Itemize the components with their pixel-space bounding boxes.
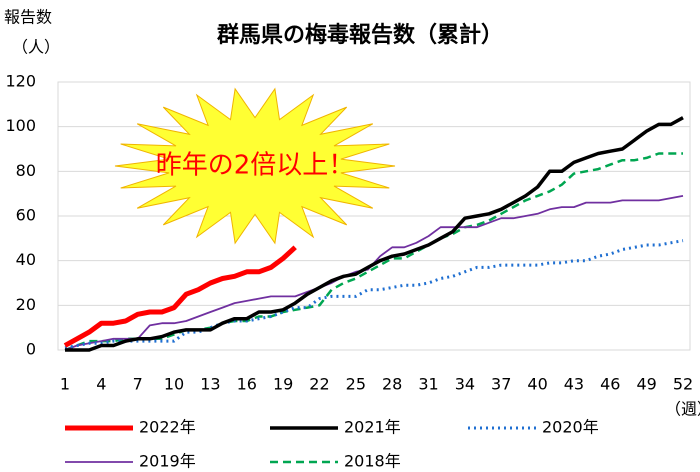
series-line [65,196,683,350]
x-tick-label: 7 [133,375,143,394]
legend-label: 2022年 [139,418,196,437]
page: {"chart_data": {"type": "line", "title":… [0,0,700,472]
y-tick-label: 40 [16,250,36,269]
y-tick-label: 100 [5,116,36,135]
chart: 報告数 （人） 群馬県の梅毒報告数（累計） （週） 02040608010012… [0,0,700,472]
y-axis-unit: （人） [12,38,60,57]
x-tick-label: 43 [564,375,584,394]
y-axis-label: 報告数 [4,8,52,27]
x-tick-label: 10 [164,375,184,394]
legend-label: 2019年 [139,452,196,471]
y-tick-label: 0 [26,340,36,359]
y-tick-label: 80 [16,161,36,180]
legend-label: 2020年 [542,418,599,437]
series-line [65,241,683,348]
x-tick-label: 37 [491,375,511,394]
x-tick-label: 25 [346,375,366,394]
x-tick-label: 49 [636,375,656,394]
x-tick-label: 22 [309,375,329,394]
x-tick-label: 16 [237,375,257,394]
x-tick-label: 34 [455,375,475,394]
x-axis-unit: （週） [665,400,700,419]
x-tick-label: 1 [60,375,70,394]
x-tick-label: 4 [96,375,106,394]
x-tick-label: 46 [600,375,620,394]
x-tick-label: 52 [673,375,693,394]
y-tick-label: 60 [16,206,36,225]
x-tick-label: 28 [382,375,402,394]
x-tick-label: 13 [200,375,220,394]
x-tick-label: 19 [273,375,293,394]
annotation: 昨年の2倍以上！ [156,151,355,181]
y-tick-label: 20 [16,295,36,314]
x-tick-label: 40 [527,375,547,394]
chart-title: 群馬県の梅毒報告数（累計） [217,22,503,48]
legend-label: 2018年 [344,452,401,471]
x-tick-label: 31 [418,375,438,394]
y-tick-label: 120 [5,72,36,91]
legend-label: 2021年 [344,418,401,437]
